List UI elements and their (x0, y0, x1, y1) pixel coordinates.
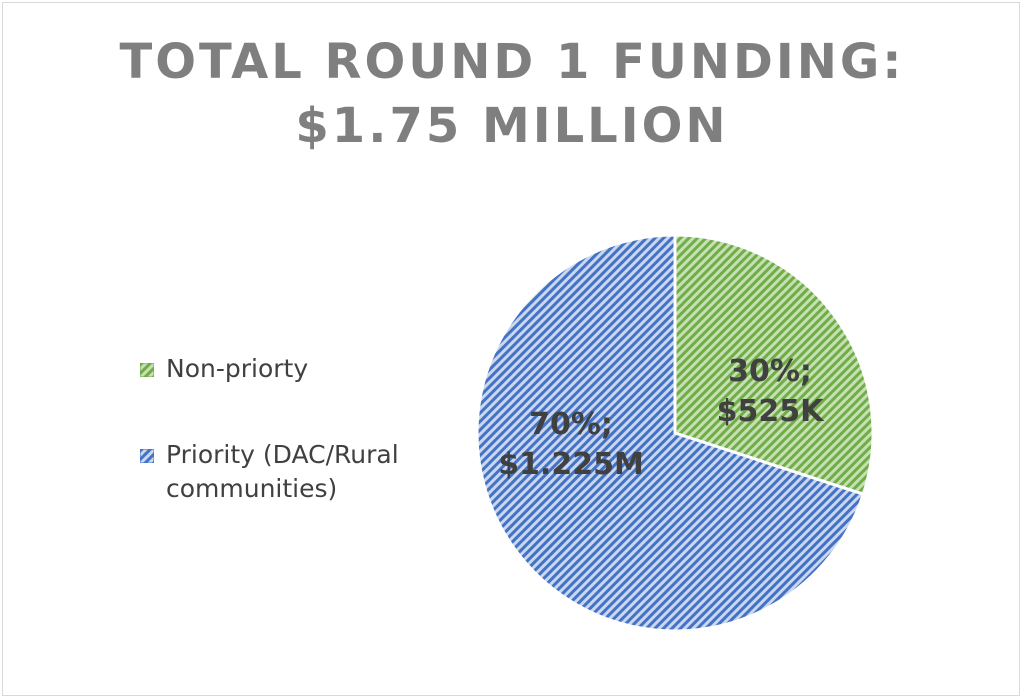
chart-title-line-1: TOTAL ROUND 1 FUNDING: (119, 34, 905, 90)
legend-item-non-priority: Non-priorty (140, 352, 460, 386)
data-label-non-priority: 30%; $525K (717, 354, 825, 429)
data-label-priority: 70%; $1.225M (498, 407, 644, 482)
data-label-priority-line-2: $1.225M (498, 447, 644, 482)
chart-legend: Non-priorty Priority (DAC/Rural communit… (140, 352, 460, 506)
legend-label-priority-line-2: communities) (166, 474, 338, 503)
legend-label-priority-line-1: Priority (DAC/Rural (166, 440, 399, 469)
legend-label-non-priority: Non-priorty (166, 354, 309, 383)
data-label-priority-line-1: 70%; (529, 407, 613, 442)
pie-slices (475, 233, 875, 633)
chart-title-line-2: $1.75 MILLION (295, 98, 729, 154)
legend-item-priority: Priority (DAC/Rural communities) (140, 438, 460, 506)
legend-swatch-non-priority (140, 363, 154, 377)
chart-title: TOTAL ROUND 1 FUNDING: $1.75 MILLION (0, 30, 1024, 158)
data-label-non-priority-line-2: $525K (717, 394, 825, 429)
data-label-non-priority-line-1: 30%; (728, 354, 812, 389)
pie-data-labels: 30%; $525K 70%; $1.225M (498, 354, 825, 482)
pie-slice-priority (475, 233, 865, 633)
pie-slice-non-priority (673, 233, 875, 496)
legend-swatch-priority (140, 449, 154, 463)
